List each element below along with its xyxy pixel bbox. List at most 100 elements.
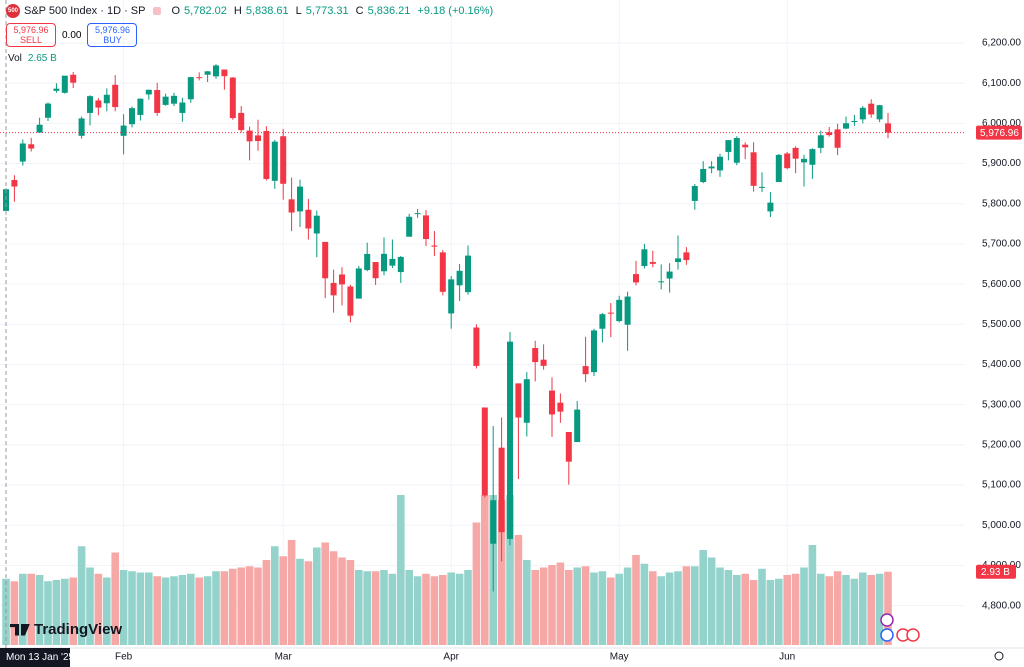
candle-body bbox=[372, 262, 379, 279]
candle-body bbox=[355, 268, 362, 299]
ohlc-value: 5,782.02 bbox=[184, 5, 227, 17]
volume-bar bbox=[19, 573, 27, 645]
candle-body bbox=[767, 202, 774, 212]
volume-bar bbox=[321, 542, 329, 645]
volume-bar bbox=[800, 567, 808, 645]
volume-bar bbox=[430, 576, 439, 645]
volume-bar bbox=[733, 575, 741, 645]
volume-bar bbox=[464, 570, 472, 645]
ohlc-key: H bbox=[233, 5, 242, 17]
candle-body bbox=[733, 138, 740, 163]
candle-body bbox=[87, 96, 93, 113]
ohlc-value: 5,836.21 bbox=[367, 5, 411, 17]
volume-bar bbox=[447, 572, 455, 645]
volume-bar bbox=[833, 571, 842, 645]
volume-bar bbox=[514, 535, 523, 645]
volume-bar bbox=[128, 571, 136, 645]
volume-bar bbox=[27, 573, 35, 645]
candle-body bbox=[725, 140, 732, 152]
y-tick-label: 5,900.00 bbox=[982, 158, 1021, 169]
volume-bar bbox=[94, 573, 103, 645]
status-dot bbox=[153, 7, 162, 15]
candle-body bbox=[465, 255, 471, 293]
candle-body bbox=[53, 88, 60, 91]
candle-body bbox=[389, 258, 396, 266]
volume-bar bbox=[170, 576, 178, 645]
volume-bar bbox=[539, 567, 548, 645]
candle-body bbox=[801, 158, 807, 163]
candle-body bbox=[414, 213, 421, 215]
candle-body bbox=[103, 94, 110, 104]
candle-body bbox=[213, 65, 219, 77]
candle-body bbox=[347, 286, 354, 316]
volume-bar bbox=[229, 568, 237, 645]
crosshair-date-box bbox=[0, 648, 70, 667]
volume-bar bbox=[355, 570, 363, 645]
candle-body bbox=[70, 74, 77, 83]
volume-bar bbox=[783, 575, 791, 645]
candle-body bbox=[624, 296, 631, 325]
volume-bar bbox=[590, 572, 598, 645]
ohlc-key: O bbox=[171, 5, 181, 17]
volume-bar bbox=[506, 495, 514, 645]
settings-icon[interactable] bbox=[994, 651, 1004, 661]
sell-label: SELL bbox=[19, 35, 43, 45]
symbol-name[interactable]: S&P 500 Index · 1D · SP bbox=[24, 5, 146, 17]
volume-last-box bbox=[976, 564, 1016, 579]
candle-body bbox=[717, 156, 723, 171]
volume-bar bbox=[304, 561, 313, 645]
candle-body bbox=[364, 253, 371, 271]
candle-body bbox=[297, 186, 303, 212]
volume-bar bbox=[859, 572, 867, 645]
candle-body bbox=[439, 252, 446, 292]
crosshair-date: Mon 13 Jan '25 bbox=[6, 652, 75, 663]
volume-value: 2.65 B bbox=[27, 53, 57, 64]
candle-body bbox=[171, 95, 177, 104]
volume-bar bbox=[497, 500, 506, 645]
volume-bar bbox=[749, 580, 758, 645]
ohlc-value: 5,773.31 bbox=[305, 5, 349, 17]
volume-bar bbox=[413, 576, 422, 645]
candle-body bbox=[666, 271, 673, 279]
candle-body bbox=[187, 77, 194, 100]
volume-bar bbox=[388, 573, 397, 645]
candle-body bbox=[574, 409, 581, 443]
volume-bar bbox=[338, 557, 346, 645]
last-price-label: 5,976.96 bbox=[980, 128, 1019, 139]
volume-bar bbox=[220, 571, 229, 645]
y-tick-label: 5,300.00 bbox=[982, 399, 1021, 410]
candle-body bbox=[649, 262, 656, 264]
candle-body bbox=[507, 341, 513, 539]
sell-button[interactable]: 5,976.96 SELL bbox=[6, 23, 56, 47]
y-tick-label: 4,800.00 bbox=[982, 600, 1021, 611]
volume-bar bbox=[271, 546, 279, 645]
volume-bar bbox=[212, 571, 220, 645]
candle-body bbox=[78, 118, 85, 136]
candle-body bbox=[742, 144, 749, 148]
candle-body bbox=[263, 131, 270, 180]
volume-bar bbox=[262, 560, 271, 645]
candles bbox=[3, 64, 891, 592]
volume-bar bbox=[548, 565, 556, 645]
volume-last-label: 2.93 B bbox=[981, 567, 1010, 578]
candle-body bbox=[843, 123, 849, 129]
volume-bar bbox=[203, 576, 212, 645]
x-tick-label: Mar bbox=[275, 652, 293, 663]
candle-body bbox=[456, 270, 463, 286]
y-tick-label: 5,700.00 bbox=[982, 239, 1021, 250]
candle-body bbox=[246, 130, 253, 142]
candle-body bbox=[515, 383, 522, 418]
candle-body bbox=[305, 209, 312, 229]
x-tick-label: Feb bbox=[115, 652, 133, 663]
y-tick-label: 5,200.00 bbox=[982, 440, 1021, 451]
candle-body bbox=[397, 256, 404, 273]
volume-bar bbox=[565, 570, 573, 645]
buy-button[interactable]: 5,976.96 BUY bbox=[87, 23, 138, 47]
candle-body bbox=[481, 407, 488, 496]
volume-bar bbox=[346, 560, 355, 645]
candle-body bbox=[633, 274, 639, 283]
candle-body bbox=[759, 186, 765, 188]
candle-body bbox=[381, 253, 387, 272]
